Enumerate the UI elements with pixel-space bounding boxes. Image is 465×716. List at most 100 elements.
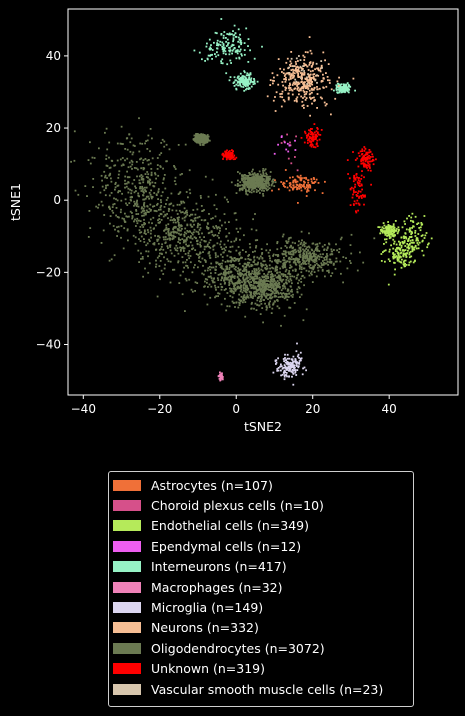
scatter-point: [269, 280, 271, 283]
scatter-point: [206, 222, 209, 225]
scatter-point: [415, 247, 418, 250]
scatter-point: [293, 364, 295, 367]
scatter-point: [291, 74, 294, 77]
scatter-point: [247, 276, 249, 279]
scatter-point: [239, 82, 241, 85]
scatter-point: [245, 77, 248, 80]
scatter-point: [324, 180, 326, 183]
scatter-point: [253, 78, 255, 80]
scatter-point: [194, 264, 196, 266]
scatter-point: [260, 268, 263, 271]
scatter-point: [130, 192, 133, 195]
scatter-point: [167, 260, 170, 263]
scatter-point: [306, 76, 308, 79]
scatter-point: [283, 293, 286, 295]
scatter-point: [242, 181, 245, 183]
scatter-point: [145, 186, 148, 189]
scatter-point: [288, 273, 291, 276]
scatter-point: [263, 286, 266, 288]
scatter-point: [262, 173, 265, 175]
scatter-point: [366, 161, 369, 163]
scatter-point: [187, 266, 189, 269]
scatter-point: [153, 185, 155, 188]
scatter-point: [296, 83, 299, 86]
scatter-point: [245, 184, 248, 187]
scatter-point: [137, 213, 140, 215]
scatter-point: [290, 57, 293, 60]
scatter-point: [292, 383, 295, 386]
scatter-point: [274, 282, 277, 285]
scatter-point: [234, 268, 237, 271]
scatter-point: [180, 202, 183, 205]
scatter-point: [311, 128, 313, 130]
scatter-point: [281, 81, 284, 83]
scatter-point: [246, 80, 249, 83]
scatter-point: [210, 47, 212, 50]
scatter-point: [180, 247, 183, 249]
scatter-point: [160, 204, 163, 207]
scatter-point: [170, 252, 173, 255]
scatter-point: [140, 187, 142, 190]
scatter-point: [238, 46, 240, 48]
scatter-point: [287, 98, 290, 101]
scatter-point: [208, 246, 211, 248]
scatter-point: [256, 263, 259, 266]
scatter-point: [239, 268, 242, 271]
scatter-point: [404, 232, 407, 235]
scatter-point: [154, 182, 157, 184]
scatter-point: [380, 253, 383, 255]
scatter-point: [304, 257, 307, 260]
scatter-point: [274, 283, 276, 286]
scatter-point: [244, 262, 246, 265]
scatter-point: [200, 197, 202, 199]
scatter-point: [249, 73, 252, 76]
scatter-point: [209, 48, 211, 51]
scatter-point: [178, 226, 181, 229]
scatter-point: [280, 142, 283, 144]
scatter-point: [380, 260, 383, 262]
scatter-point: [338, 91, 341, 94]
legend-swatch: [113, 642, 141, 654]
scatter-point: [381, 228, 383, 231]
scatter-point: [377, 226, 380, 228]
scatter-point: [214, 31, 217, 34]
scatter-point: [229, 271, 232, 274]
scatter-point: [248, 173, 251, 176]
scatter-point: [150, 174, 153, 177]
scatter-point: [357, 182, 359, 185]
scatter-point: [219, 375, 222, 377]
scatter-point: [253, 273, 255, 275]
scatter-point: [129, 165, 132, 168]
scatter-point: [201, 140, 204, 142]
scatter-point: [197, 233, 200, 235]
scatter-point: [143, 218, 145, 221]
scatter-point: [200, 140, 202, 143]
scatter-point: [296, 69, 298, 72]
scatter-point: [291, 375, 293, 378]
scatter-point: [295, 67, 297, 70]
scatter-point: [134, 236, 137, 239]
scatter-point: [191, 233, 194, 236]
scatter-point: [199, 134, 202, 137]
scatter-point: [286, 241, 289, 244]
scatter-point: [158, 208, 160, 211]
scatter-point: [197, 140, 200, 143]
scatter-point: [287, 240, 290, 243]
scatter-point: [408, 228, 410, 231]
scatter-point: [359, 251, 361, 254]
scatter-point: [295, 99, 298, 102]
scatter-point: [254, 273, 257, 276]
scatter-point: [167, 223, 170, 226]
scatter-point: [271, 182, 274, 185]
scatter-point: [409, 242, 411, 245]
scatter-point: [237, 80, 239, 83]
scatter-point: [410, 241, 413, 244]
scatter-point: [250, 281, 252, 283]
scatter-point: [310, 83, 313, 85]
scatter-point: [279, 67, 282, 70]
scatter-point: [200, 245, 202, 247]
scatter-point: [294, 268, 297, 271]
scatter-point: [105, 158, 108, 160]
scatter-point: [214, 234, 217, 236]
scatter-point: [276, 74, 279, 77]
